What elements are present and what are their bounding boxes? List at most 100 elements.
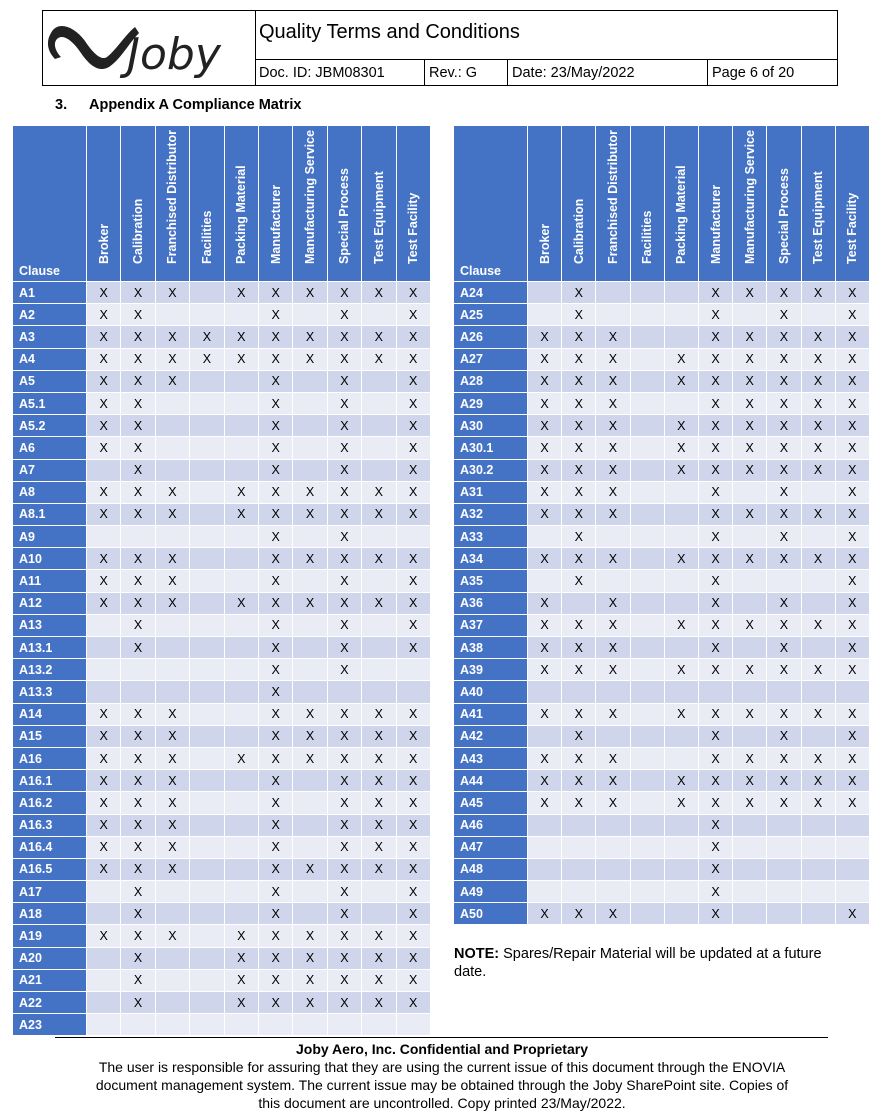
empty-cell — [663, 391, 699, 416]
empty-cell — [154, 303, 191, 327]
mark-cell: X — [526, 502, 563, 527]
mark-cell: X — [326, 458, 363, 482]
table-row: A31 X X X X X X — [453, 480, 870, 504]
empty-cell — [732, 680, 768, 704]
empty-cell — [223, 414, 259, 438]
empty-cell — [292, 569, 328, 593]
empty-cell — [154, 946, 191, 970]
clause-cell: A8 — [12, 480, 87, 504]
empty-cell — [189, 746, 225, 771]
empty-cell — [292, 414, 328, 438]
mark-cell: X — [257, 724, 294, 748]
clause-cell: A39 — [453, 658, 528, 682]
table-row: A18 X X X X — [12, 902, 431, 926]
mark-cell: X — [395, 369, 431, 393]
empty-cell — [361, 369, 397, 393]
mark-cell: X — [595, 502, 631, 527]
column-header-label: Test Equipment — [371, 171, 386, 264]
clause-cell: A5.2 — [12, 414, 87, 438]
empty-cell — [629, 746, 665, 771]
empty-cell — [189, 924, 225, 948]
mark-cell: X — [85, 702, 122, 726]
mark-cell: X — [697, 813, 734, 837]
mark-cell: X — [361, 480, 397, 504]
mark-cell: X — [120, 746, 156, 771]
empty-cell — [629, 724, 665, 748]
mark-cell: X — [120, 303, 156, 327]
empty-cell — [189, 791, 225, 815]
mark-cell: X — [361, 547, 397, 571]
empty-cell — [189, 813, 225, 837]
empty-cell — [561, 680, 597, 704]
column-header-label: Facilities — [640, 210, 655, 265]
empty-cell — [189, 968, 225, 993]
header-info-row: Doc. ID: JBM08301 Rev.: G Date: 23/May/2… — [255, 59, 837, 86]
mark-cell: X — [257, 702, 294, 726]
mark-cell: X — [766, 458, 802, 482]
table-row: A29 X X X X X X X X — [453, 391, 870, 416]
mark-cell: X — [120, 857, 156, 882]
empty-cell — [663, 635, 699, 660]
empty-cell — [800, 525, 836, 549]
empty-cell — [120, 1013, 156, 1037]
document-header: Joby Quality Terms and Conditions Doc. I… — [42, 10, 838, 86]
mark-cell: X — [154, 569, 191, 593]
empty-cell — [732, 591, 768, 615]
mark-cell: X — [595, 547, 631, 571]
empty-cell — [85, 968, 122, 993]
mark-cell: X — [732, 547, 768, 571]
mark-cell: X — [257, 436, 294, 460]
empty-cell — [189, 369, 225, 393]
mark-cell: X — [257, 391, 294, 416]
empty-cell — [154, 436, 191, 460]
column-header-packing-material: Packing Material — [223, 125, 259, 282]
mark-cell: X — [257, 569, 294, 593]
mark-cell: X — [561, 458, 597, 482]
table-row: A5 X X X X X X — [12, 369, 431, 393]
clause-cell: A16.3 — [12, 813, 87, 837]
mark-cell: X — [526, 547, 563, 571]
empty-cell — [154, 990, 191, 1015]
column-header-test-facility: Test Facility — [834, 125, 870, 282]
mark-cell: X — [732, 613, 768, 638]
empty-cell — [732, 902, 768, 926]
mark-cell: X — [361, 990, 397, 1015]
empty-cell — [526, 813, 563, 837]
mark-cell: X — [526, 591, 563, 615]
mark-cell: X — [395, 857, 431, 882]
empty-cell — [189, 680, 225, 704]
mark-cell: X — [800, 280, 836, 305]
mark-cell: X — [800, 613, 836, 638]
mark-cell: X — [361, 702, 397, 726]
mark-cell: X — [395, 813, 431, 837]
mark-cell: X — [395, 990, 431, 1015]
empty-cell — [223, 880, 259, 904]
mark-cell: X — [257, 902, 294, 926]
mark-cell: X — [361, 746, 397, 771]
mark-cell: X — [395, 569, 431, 593]
mark-cell: X — [257, 280, 294, 305]
mark-cell: X — [257, 635, 294, 660]
clause-cell: A32 — [453, 502, 528, 527]
mark-cell: X — [154, 502, 191, 527]
column-header-broker: Broker — [85, 125, 122, 282]
mark-cell: X — [223, 502, 259, 527]
empty-cell — [629, 635, 665, 660]
mark-cell: X — [732, 369, 768, 393]
mark-cell: X — [395, 635, 431, 660]
footer-line-2: document management system. The current … — [95, 1077, 789, 1093]
mark-cell: X — [223, 325, 259, 349]
empty-cell — [732, 569, 768, 593]
mark-cell: X — [561, 791, 597, 815]
mark-cell: X — [257, 946, 294, 970]
mark-cell: X — [395, 391, 431, 416]
table-row: A5.1 X X X X X — [12, 391, 431, 416]
empty-cell — [561, 857, 597, 882]
empty-cell — [154, 1013, 191, 1037]
mark-cell: X — [663, 658, 699, 682]
column-header-label: Test Facility — [845, 192, 860, 264]
empty-cell — [154, 968, 191, 993]
empty-cell — [526, 525, 563, 549]
mark-cell: X — [85, 746, 122, 771]
footer-line-3: this document are uncontrolled. Copy pri… — [258, 1095, 626, 1111]
